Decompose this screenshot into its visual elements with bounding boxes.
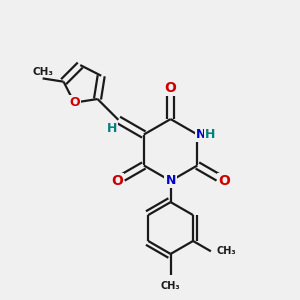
Text: H: H [205,128,215,141]
Text: N: N [196,128,206,141]
Text: O: O [218,174,230,188]
Text: N: N [165,174,176,188]
Text: O: O [69,96,80,109]
Text: CH₃: CH₃ [161,281,180,291]
Text: CH₃: CH₃ [216,246,236,256]
Text: H: H [107,122,117,135]
Text: O: O [111,174,123,188]
Text: O: O [165,81,176,95]
Text: CH₃: CH₃ [32,67,53,77]
